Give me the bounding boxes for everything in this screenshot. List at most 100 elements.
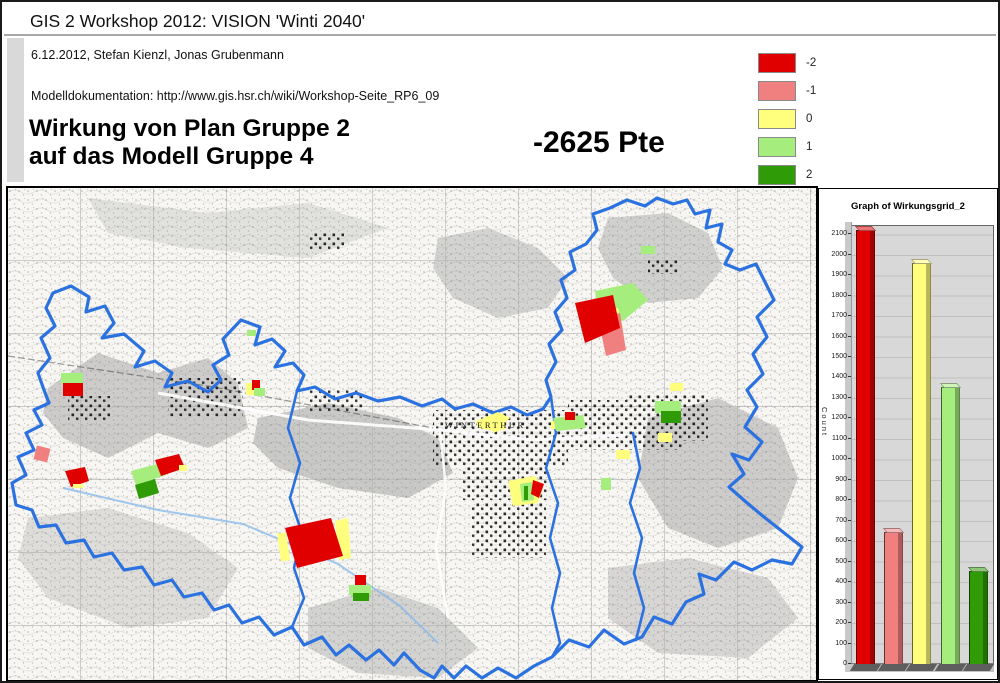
- legend-row: -2: [758, 52, 816, 73]
- legend-label: -2: [806, 56, 817, 69]
- y-tick-label: 1300: [822, 394, 851, 401]
- impact-patch-zero: [73, 484, 83, 488]
- impact-patch-minus2: [355, 575, 366, 585]
- bar-pedestal: [934, 664, 966, 671]
- legend-swatch: [758, 80, 796, 101]
- impact-patch-minus1: [33, 445, 51, 463]
- score-value: -2625 Pte: [533, 126, 665, 159]
- built-up-area: [68, 396, 110, 420]
- bar-pedestal: [962, 664, 994, 671]
- impact-patch-minus2: [285, 518, 343, 568]
- impact-patch-minus2: [252, 380, 260, 390]
- chart-panel: Graph of Wirkungsgrid_2 Count 0 100 200 300…: [818, 188, 998, 680]
- impact-patch-plus1: [349, 585, 371, 595]
- map-heading-line1: Wirkung von Plan Gruppe 2: [29, 115, 351, 142]
- y-tick-label: 500: [822, 558, 851, 565]
- legend-row: 1: [758, 136, 816, 157]
- map-heading-line2: auf das Modell Gruppe 4: [29, 143, 314, 170]
- municipal-boundary: [10, 196, 804, 680]
- y-tick-label: 1600: [822, 333, 851, 340]
- impact-patch-zero: [616, 450, 630, 459]
- legend-swatch: [758, 108, 796, 129]
- impact-patch-plus1: [641, 246, 655, 254]
- chart-bar--2: [854, 226, 877, 664]
- legend-row: -1: [758, 80, 816, 101]
- chart-3d-wall: [845, 222, 852, 672]
- y-axis-title: Count: [820, 407, 829, 438]
- chart-bar-1: [939, 382, 961, 664]
- y-tick-label: 1000: [822, 455, 851, 462]
- map-panel: WINTERTHUR: [6, 186, 818, 681]
- impact-patch-plus2: [661, 411, 681, 423]
- y-tick-label: 300: [822, 599, 851, 606]
- chart-bar--1: [882, 528, 905, 664]
- chart-bar-0: [911, 258, 933, 664]
- legend-label: 1: [806, 140, 813, 153]
- impact-patch-minus2: [575, 295, 620, 343]
- y-tick-label: 1200: [822, 414, 851, 421]
- page-title: GIS 2 Workshop 2012: VISION 'Winti 2040': [30, 11, 366, 31]
- y-tick-label: 600: [822, 537, 851, 544]
- y-tick-label: 1400: [822, 373, 851, 380]
- y-tick-label: 400: [822, 578, 851, 585]
- documentation-url-line: Modelldokumentation: http://www.gis.hsr.…: [31, 89, 440, 103]
- y-tick-label: 1800: [822, 292, 851, 299]
- y-tick-label: 1900: [822, 271, 851, 278]
- y-tick-label: 0: [822, 660, 851, 667]
- legend-swatch: [758, 164, 796, 185]
- city-label: WINTERTHUR: [445, 420, 526, 430]
- bar-3d-cap: [854, 226, 877, 232]
- y-tick-label: 1100: [822, 435, 851, 442]
- impact-patch-zero: [476, 412, 510, 431]
- impact-patch-minus2: [565, 412, 575, 420]
- impact-patch-plus1: [61, 373, 83, 384]
- bar-3d-cap: [882, 528, 905, 533]
- legend-row: 2: [758, 164, 816, 185]
- authors-line: 6.12.2012, Stefan Kienzl, Jonas Grubenma…: [31, 48, 284, 62]
- impact-patch-zero: [246, 383, 254, 395]
- impact-patch-zero: [670, 383, 683, 391]
- map-canvas: WINTERTHUR: [8, 188, 816, 680]
- y-tick-label: 2000: [822, 251, 851, 258]
- y-tick-label: 900: [822, 476, 851, 483]
- impact-patch-zero: [658, 433, 672, 442]
- impact-patch-minus2: [531, 480, 544, 498]
- boundary-internal: [628, 431, 646, 642]
- impact-patch-zero: [179, 465, 187, 471]
- bar-3d-cap: [911, 258, 933, 264]
- bar-pedestal: [849, 664, 882, 671]
- bar-3d-cap: [967, 566, 990, 572]
- bar-pedestal: [878, 664, 910, 671]
- impact-patch-plus2: [524, 486, 528, 500]
- chart-plot-area: 0 100 200 300 400 500 600 700 800 900 1000 1100 1200…: [831, 222, 994, 672]
- impact-patch-plus2: [353, 593, 369, 601]
- legend-label: 2: [806, 168, 813, 181]
- chart-title: Graph of Wirkungsgrid_2: [851, 201, 965, 212]
- impact-patch-minus2: [63, 383, 83, 396]
- impact-patches: [33, 246, 683, 601]
- y-tick-label: 200: [822, 619, 851, 626]
- impact-patch-minus2: [65, 467, 89, 487]
- chart-bar-2: [967, 566, 990, 664]
- impact-legend: -2 -1 0 1 2: [758, 52, 816, 192]
- impact-patch-plus1: [247, 330, 256, 336]
- boundary-outline: [10, 196, 804, 680]
- y-tick-label: 2100: [822, 230, 851, 237]
- road-line: [434, 429, 450, 619]
- impact-patch-zero: [489, 419, 507, 433]
- impact-patch-plus1: [254, 388, 265, 396]
- y-tick-label: 800: [822, 496, 851, 503]
- legend-swatch: [758, 52, 796, 73]
- legend-label: -1: [806, 84, 817, 97]
- impact-patch-plus1: [553, 415, 586, 431]
- map-heading: Wirkung von Plan Gruppe 2 auf das Modell…: [29, 115, 350, 171]
- impact-patch-plus2: [135, 479, 159, 499]
- boundary-internal: [286, 389, 306, 629]
- y-tick-label: 100: [822, 640, 851, 647]
- bar-pedestal: [906, 664, 938, 671]
- impact-patch-plus1: [601, 478, 611, 490]
- impact-patch-zero: [277, 532, 290, 562]
- legend-row: 0: [758, 108, 816, 129]
- built-up-area: [308, 233, 344, 249]
